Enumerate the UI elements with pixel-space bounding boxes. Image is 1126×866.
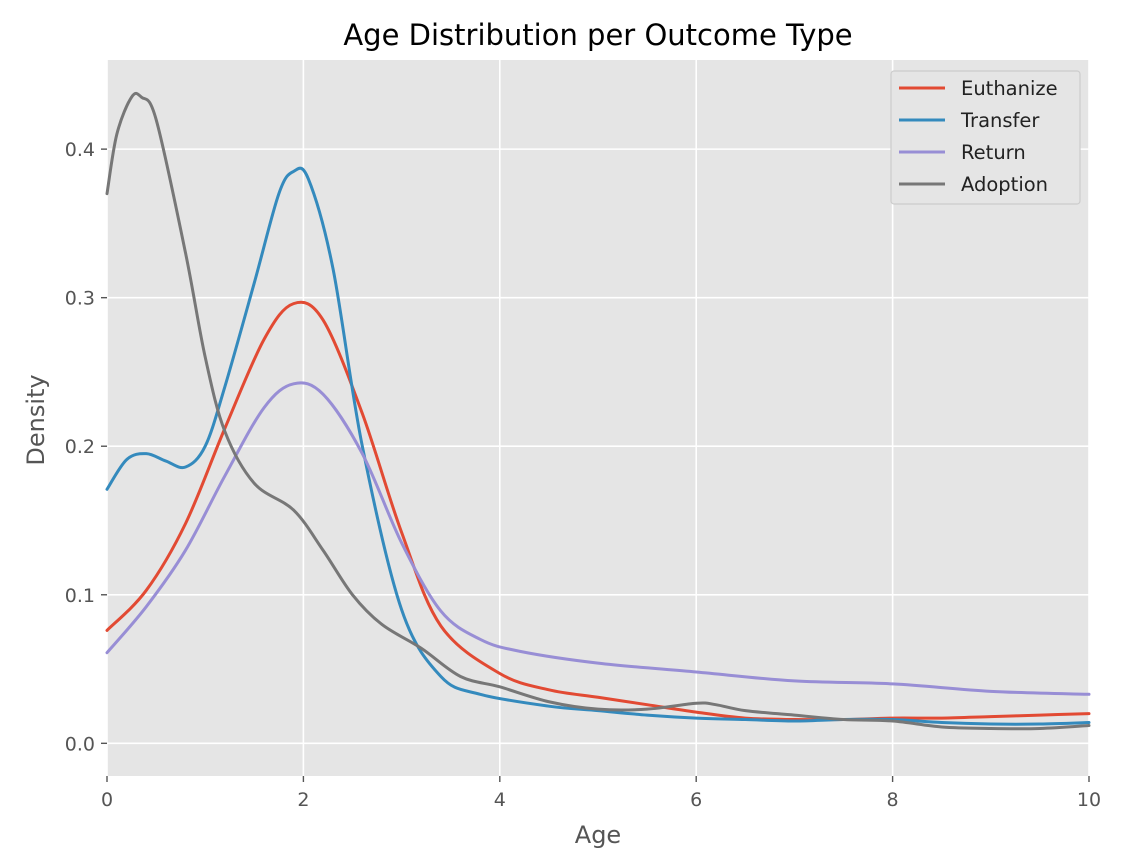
chart-title: Age Distribution per Outcome Type bbox=[343, 18, 852, 52]
legend-frame bbox=[890, 70, 1081, 205]
x-axis-label: Age bbox=[575, 821, 621, 849]
series-line-adoption bbox=[105, 91, 1091, 731]
axis-ticks: 0 2 4 6 8 10 0.0 0.1 0.2 0.3 0.4 bbox=[65, 139, 1101, 811]
x-tick-label: 0 bbox=[101, 789, 113, 811]
legend-label-transfer: Transfer bbox=[960, 109, 1040, 132]
y-axis-label: Density bbox=[22, 374, 50, 465]
legend-label-euthanize: Euthanize bbox=[961, 77, 1058, 100]
series-lines bbox=[105, 91, 1091, 731]
y-tick-label: 0.4 bbox=[65, 139, 95, 161]
y-tick-label: 0.0 bbox=[65, 733, 95, 755]
y-tick-label: 0.3 bbox=[65, 288, 95, 310]
legend-label-adoption: Adoption bbox=[961, 173, 1048, 196]
legend-label-return: Return bbox=[961, 141, 1026, 164]
x-tick-label: 10 bbox=[1077, 789, 1101, 811]
series-line-return bbox=[105, 381, 1091, 696]
x-tick-label: 6 bbox=[690, 789, 702, 811]
legend: Euthanize Transfer Return Adoption bbox=[890, 70, 1081, 205]
x-tick-label: 2 bbox=[297, 789, 309, 811]
x-tick-label: 4 bbox=[494, 789, 506, 811]
x-tick-label: 8 bbox=[887, 789, 899, 811]
y-tick-label: 0.1 bbox=[65, 585, 95, 607]
y-tick-label: 0.2 bbox=[65, 436, 95, 458]
